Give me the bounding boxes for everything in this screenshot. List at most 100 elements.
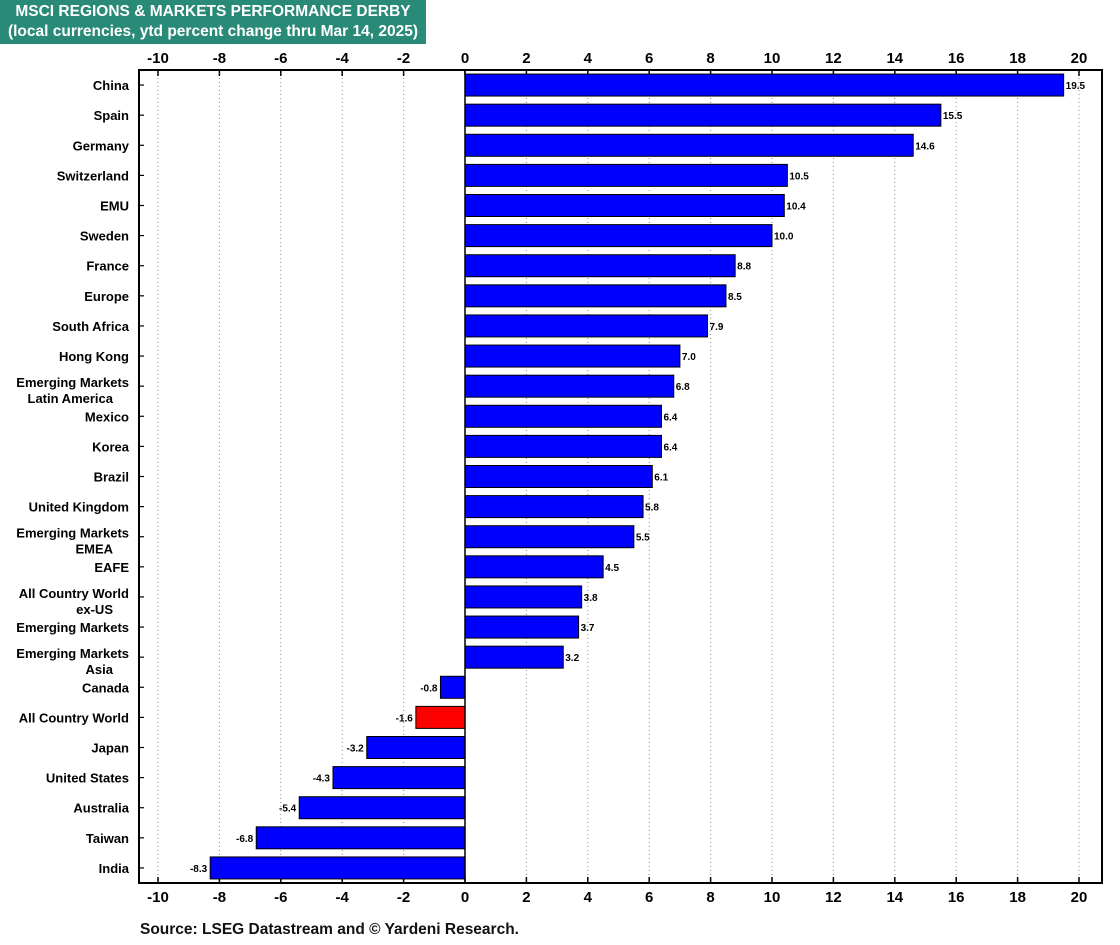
x-tick-label-top: 4 (584, 50, 593, 67)
value-label: 19.5 (1066, 81, 1086, 92)
category-label: Taiwan (86, 831, 129, 846)
category-label: Hong Kong (59, 349, 129, 364)
x-tick-label-top: 0 (461, 50, 469, 67)
x-tick-label-bottom: -10 (147, 889, 169, 906)
value-label: -3.2 (347, 744, 365, 755)
bar (209, 856, 466, 880)
x-tick-label-top: 2 (522, 50, 530, 67)
value-label: 6.4 (663, 442, 677, 453)
bar (464, 645, 564, 669)
x-tick-label-top: -6 (274, 50, 287, 67)
value-label: 10.5 (789, 171, 809, 182)
category-label: China (93, 78, 130, 93)
x-tick-label-top: 12 (825, 50, 842, 67)
bar (464, 133, 914, 157)
bar (464, 103, 942, 127)
x-tick-label-top: 8 (706, 50, 714, 67)
category-label: Japan (91, 741, 129, 756)
value-label: -0.8 (420, 683, 438, 694)
bar (464, 194, 785, 217)
category-label: South Africa (52, 319, 130, 334)
bar (464, 73, 1065, 97)
x-tick-label-top: -10 (147, 50, 169, 67)
category-label: Spain (94, 108, 129, 123)
chart-title-box: MSCI REGIONS & MARKETS PERFORMANCE DERBY… (0, 0, 426, 44)
x-tick-label-bottom: -2 (397, 889, 410, 906)
value-label: 8.8 (737, 262, 751, 273)
value-label: 10.4 (786, 202, 806, 213)
value-label: 5.5 (636, 533, 650, 544)
x-tick-label-top: -8 (213, 50, 226, 67)
category-label: United Kingdom (29, 500, 129, 515)
chart-subtitle: (local currencies, ytd percent change th… (7, 23, 419, 40)
x-tick-label-top: -4 (336, 50, 350, 67)
chart-title: MSCI REGIONS & MARKETS PERFORMANCE DERBY (15, 3, 411, 20)
category-label: EAFE (94, 560, 129, 575)
bar (464, 374, 675, 398)
bar (332, 766, 466, 790)
bar (464, 434, 662, 458)
x-tick-label-bottom: 6 (645, 889, 653, 906)
x-tick-label-top: 10 (764, 50, 781, 67)
category-label: Switzerland (57, 168, 129, 183)
x-tick-label-bottom: 14 (886, 889, 903, 906)
x-tick-label-top: 16 (948, 50, 965, 67)
category-label: Canada (82, 680, 130, 695)
bar (464, 525, 635, 549)
category-label: EMU (100, 199, 129, 214)
value-label: 3.2 (565, 653, 579, 664)
bar (415, 705, 466, 729)
value-label: 6.4 (663, 412, 677, 423)
x-tick-label-bottom: 10 (764, 889, 781, 906)
value-label: 8.5 (728, 292, 742, 303)
bar (464, 615, 580, 639)
category-label: Emerging Markets Latin America (16, 375, 129, 406)
value-label: 10.0 (774, 232, 794, 243)
bar (464, 495, 644, 519)
value-label: 6.1 (654, 473, 668, 484)
bar (464, 585, 583, 609)
bar (464, 254, 736, 278)
x-tick-label-bottom: 12 (825, 889, 842, 906)
category-label: All Country World (19, 710, 129, 725)
bar (464, 555, 604, 579)
x-tick-label-bottom: 4 (584, 889, 593, 906)
x-tick-label-bottom: 16 (948, 889, 965, 906)
category-label: Germany (73, 138, 130, 153)
category-label: Emerging Markets Asia (16, 646, 129, 677)
value-label: -4.3 (313, 774, 331, 785)
value-label: 3.7 (581, 623, 595, 634)
source-note: Source: LSEG Datastream and © Yardeni Re… (140, 921, 519, 938)
bar (366, 736, 466, 759)
value-label: 14.6 (915, 141, 935, 152)
value-label: -6.8 (236, 834, 254, 845)
x-tick-label-bottom: -4 (336, 889, 350, 906)
category-label: United States (46, 771, 129, 786)
value-label: 3.8 (584, 593, 598, 604)
x-tick-label-top: 6 (645, 50, 653, 67)
bar (464, 344, 681, 368)
value-label: -5.4 (279, 804, 297, 815)
x-tick-label-bottom: -8 (213, 889, 226, 906)
bar (255, 826, 466, 850)
bar (298, 796, 466, 820)
x-tick-label-bottom: 0 (461, 889, 469, 906)
value-label: -8.3 (190, 864, 208, 875)
value-label: 7.0 (682, 352, 696, 363)
category-label: France (86, 259, 129, 274)
category-label: Emerging Markets EMEA (16, 526, 129, 557)
category-label: Australia (73, 801, 129, 816)
category-label: Sweden (80, 229, 129, 244)
value-label: 5.8 (645, 503, 659, 514)
x-tick-label-bottom: 8 (706, 889, 714, 906)
x-tick-label-bottom: 18 (1009, 889, 1026, 906)
x-tick-label-bottom: 2 (522, 889, 530, 906)
value-label: 7.9 (710, 322, 724, 333)
value-label: -1.6 (396, 713, 414, 724)
category-label: All Country World ex-US (19, 586, 129, 617)
category-label: Korea (92, 439, 130, 454)
bar (464, 314, 709, 338)
bar (464, 224, 773, 248)
value-label: 6.8 (676, 382, 690, 393)
